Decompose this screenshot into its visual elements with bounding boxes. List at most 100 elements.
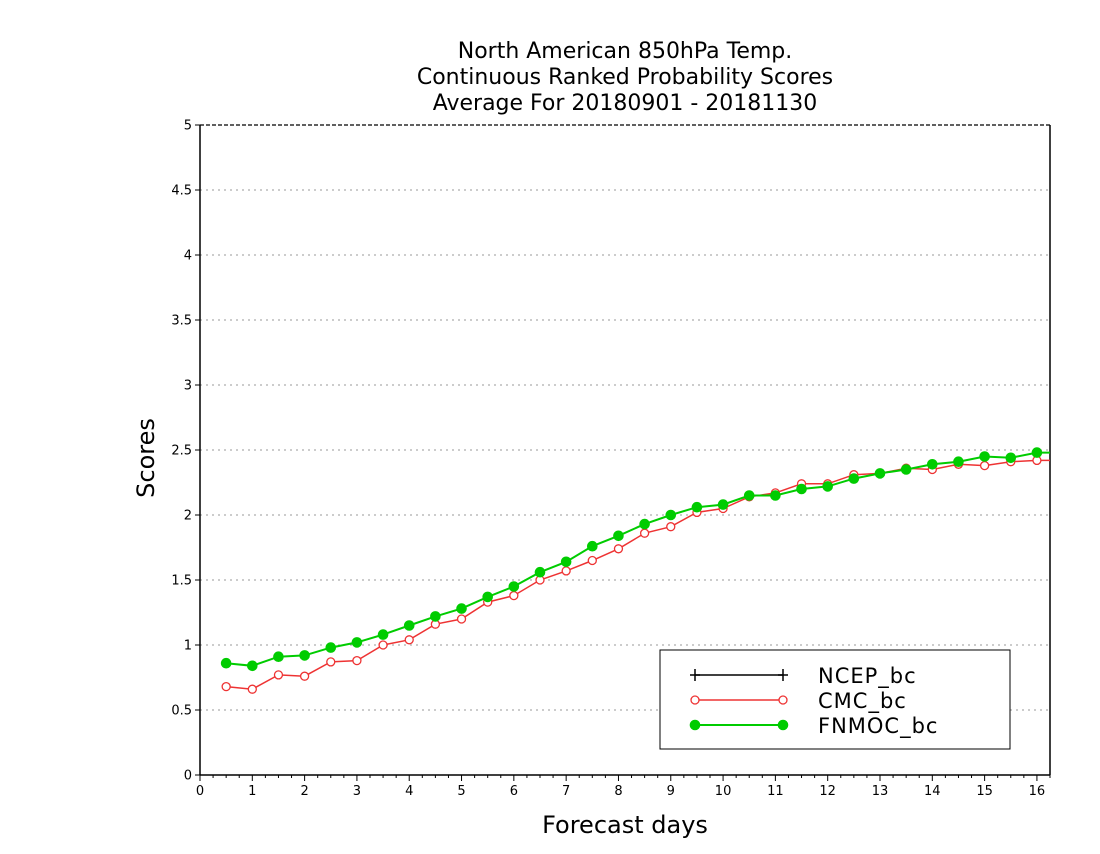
x-tick-label-0: 0 <box>196 784 204 799</box>
x-tick-label-6: 6 <box>510 784 518 799</box>
data-point-FNMOC_bc-7 <box>403 620 415 631</box>
x-tick-label-16: 16 <box>1029 784 1046 799</box>
data-point-FNMOC_bc-29 <box>979 451 990 462</box>
legend-marker-start-NCEP_bc <box>690 669 700 681</box>
chart-title-line-3: Average For 20180901 - 20181130 <box>433 91 818 116</box>
y-tick-label-0: 0 <box>184 769 192 784</box>
data-point-CMC_bc-6 <box>378 640 388 650</box>
data-point-CMC_bc-2 <box>273 670 284 680</box>
y-tick-label-1.5: 1.5 <box>171 574 192 589</box>
legend-marker-start-CMC_bc <box>690 695 700 705</box>
x-tick-label-4: 4 <box>405 784 413 799</box>
data-point-CMC_bc-9 <box>456 614 467 624</box>
x-tick-label-15: 15 <box>976 784 993 799</box>
data-point-FNMOC_bc-3 <box>299 650 310 661</box>
data-point-FNMOC_bc-15 <box>613 530 624 542</box>
legend-label-NCEP_bc: NCEP_bc <box>818 664 917 689</box>
grid-layer <box>200 189 1050 711</box>
data-point-FNMOC_bc-11 <box>508 581 520 592</box>
data-point-FNMOC_bc-17 <box>665 509 677 521</box>
chart-title: North American 850hPa Temp.Continuous Ra… <box>417 39 833 116</box>
data-point-FNMOC_bc-21 <box>770 490 781 501</box>
data-point-FNMOC_bc-19 <box>717 499 729 510</box>
chart-title-line-1: North American 850hPa Temp. <box>458 39 793 64</box>
data-point-CMC_bc-4 <box>326 657 336 667</box>
y-tick-label-2.5: 2.5 <box>171 444 192 459</box>
y-tick-label-4: 4 <box>184 249 192 264</box>
data-point-CMC_bc-11 <box>509 590 519 601</box>
series-FNMOC_bc <box>220 447 1050 672</box>
data-point-CMC_bc-14 <box>587 555 597 566</box>
legend-marker-start-FNMOC_bc <box>689 719 701 731</box>
data-point-FNMOC_bc-4 <box>325 642 337 653</box>
data-point-FNMOC_bc-25 <box>874 468 886 479</box>
data-point-CMC_bc-16 <box>639 528 650 538</box>
legend-item-NCEP_bc: NCEP_bc <box>690 664 917 689</box>
data-point-FNMOC_bc-9 <box>456 603 467 614</box>
legend-marker-end-FNMOC_bc <box>777 719 789 731</box>
data-point-CMC_bc-0 <box>221 681 231 692</box>
chart-title-line-2: Continuous Ranked Probability Scores <box>417 65 833 90</box>
data-point-CMC_bc-15 <box>613 544 624 554</box>
data-point-CMC_bc-1 <box>247 684 257 694</box>
x-tick-label-9: 9 <box>667 784 675 799</box>
data-point-FNMOC_bc-10 <box>482 591 493 603</box>
data-point-FNMOC_bc-8 <box>430 611 441 622</box>
series-layer <box>220 447 1050 694</box>
x-tick-label-1: 1 <box>248 784 256 799</box>
data-point-CMC_bc-17 <box>666 522 676 532</box>
y-tick-label-4.5: 4.5 <box>171 184 192 199</box>
data-point-FNMOC_bc-6 <box>377 629 389 640</box>
data-point-FNMOC_bc-12 <box>534 566 546 578</box>
series-line-FNMOC_bc <box>226 451 1050 667</box>
y-tick-label-5: 5 <box>184 119 192 134</box>
x-tick-label-8: 8 <box>614 784 622 799</box>
x-tick-label-13: 13 <box>872 784 889 799</box>
data-point-FNMOC_bc-22 <box>796 483 807 495</box>
data-point-FNMOC_bc-16 <box>639 518 650 530</box>
data-point-FNMOC_bc-26 <box>900 464 912 475</box>
data-point-FNMOC_bc-30 <box>1005 452 1017 464</box>
y-tick-label-1: 1 <box>184 639 192 654</box>
legend-label-CMC_bc: CMC_bc <box>818 689 907 714</box>
data-point-FNMOC_bc-23 <box>822 481 833 492</box>
x-tick-label-5: 5 <box>457 784 465 799</box>
x-tick-label-10: 10 <box>715 784 732 799</box>
y-tick-label-3: 3 <box>184 379 192 394</box>
data-point-FNMOC_bc-18 <box>691 501 703 513</box>
x-axis-title: Forecast days <box>542 811 708 839</box>
data-point-FNMOC_bc-13 <box>560 556 572 568</box>
x-tick-label-3: 3 <box>353 784 361 799</box>
x-tick-label-7: 7 <box>562 784 570 799</box>
data-point-FNMOC_bc-31 <box>1031 447 1043 458</box>
y-tick-label-3.5: 3.5 <box>171 314 192 329</box>
data-point-CMC_bc-29 <box>979 460 990 471</box>
legend-marker-end-CMC_bc <box>778 695 788 705</box>
legend-item-CMC_bc: CMC_bc <box>690 689 907 714</box>
y-tick-label-0.5: 0.5 <box>171 704 192 719</box>
x-tick-label-14: 14 <box>924 784 941 799</box>
axes: 00.511.522.533.544.550 1 2 3 4 5 6 7 8 9 10 11 12 13 1… <box>132 119 1051 839</box>
legend-label-FNMOC_bc: FNMOC_bc <box>818 714 938 739</box>
data-point-FNMOC_bc-5 <box>351 637 363 648</box>
data-point-FNMOC_bc-0 <box>220 657 232 669</box>
x-tick-label-11: 11 <box>767 784 784 799</box>
data-point-FNMOC_bc-20 <box>743 490 755 501</box>
data-point-FNMOC_bc-1 <box>247 660 258 672</box>
data-point-CMC_bc-13 <box>561 566 571 576</box>
data-point-FNMOC_bc-14 <box>587 540 598 552</box>
y-tick-label-2: 2 <box>184 509 192 524</box>
data-point-FNMOC_bc-28 <box>953 456 964 468</box>
data-point-FNMOC_bc-24 <box>848 473 860 484</box>
x-tick-label-12: 12 <box>819 784 836 799</box>
data-point-CMC_bc-3 <box>299 671 310 681</box>
data-point-CMC_bc-7 <box>404 635 414 645</box>
y-axis-title: Scores <box>132 418 160 498</box>
legend-item-FNMOC_bc: FNMOC_bc <box>689 714 938 739</box>
legend-marker-end-NCEP_bc <box>778 669 788 681</box>
x-tick-label-2: 2 <box>300 784 308 799</box>
data-point-CMC_bc-5 <box>352 655 362 666</box>
